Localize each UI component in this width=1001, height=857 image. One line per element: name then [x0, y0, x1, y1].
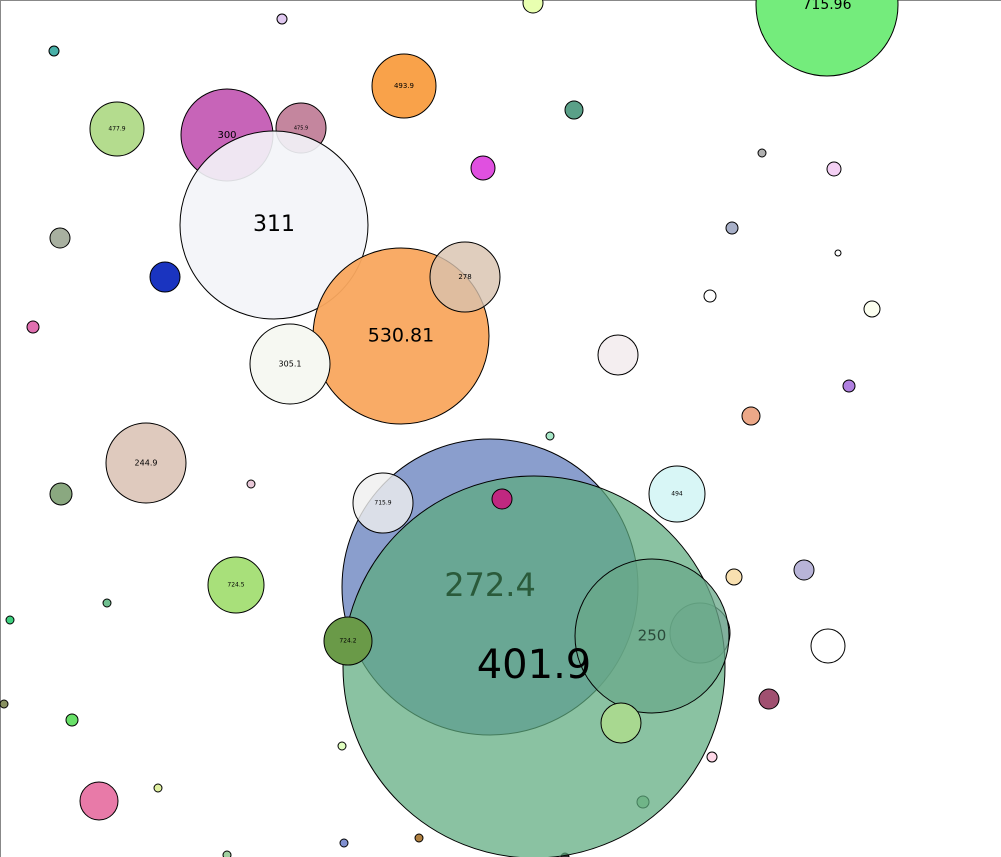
bubble[interactable] [470, 155, 496, 181]
bubble[interactable] [49, 482, 73, 506]
bubble[interactable] [105, 422, 187, 504]
bubble[interactable] [826, 161, 842, 177]
bubble[interactable] [810, 628, 846, 664]
bubble-label: 724.2 [339, 638, 356, 645]
bubble[interactable] [597, 334, 639, 376]
bubble[interactable] [648, 465, 706, 523]
bubble[interactable] [491, 488, 513, 510]
bubble-label: 715.96 [803, 0, 852, 13]
bubble[interactable] [703, 289, 717, 303]
bubble-label: 530.81 [368, 325, 434, 347]
bubble[interactable] [339, 838, 349, 848]
bubble[interactable] [574, 558, 730, 714]
bubble[interactable] [5, 615, 15, 625]
bubble[interactable] [429, 241, 501, 313]
bubble[interactable] [0, 699, 9, 709]
bubble[interactable] [65, 713, 79, 727]
bubble[interactable] [725, 568, 743, 586]
bubble[interactable] [755, 0, 899, 77]
bubble[interactable] [793, 559, 815, 581]
bubble[interactable] [758, 688, 780, 710]
bubble-label: 311 [253, 212, 295, 237]
bubble[interactable] [834, 249, 842, 257]
bubble[interactable] [323, 616, 373, 666]
bubble[interactable] [153, 783, 163, 793]
bubble-label: 477.9 [108, 126, 125, 133]
bubble[interactable] [600, 702, 642, 744]
bubble[interactable] [207, 556, 265, 614]
bubble[interactable] [179, 130, 369, 320]
bubble-label: 272.4 [444, 566, 536, 604]
bubble[interactable] [89, 101, 145, 157]
bubble[interactable] [371, 53, 437, 119]
bubble-label: 475.9 [294, 126, 308, 132]
bubble[interactable] [49, 227, 71, 249]
bubble[interactable] [522, 0, 544, 14]
bubble[interactable] [26, 320, 40, 334]
bubble[interactable] [863, 300, 881, 318]
bubble[interactable] [276, 13, 288, 25]
bubble-label: 494 [671, 491, 683, 498]
bubble[interactable] [414, 833, 424, 843]
bubble-label: 278 [458, 273, 471, 281]
bubble-label: 724.5 [227, 582, 244, 589]
bubble[interactable] [352, 472, 414, 534]
bubble-label: 244.9 [135, 459, 158, 468]
bubble-label: 300 [217, 130, 236, 141]
bubble[interactable] [757, 148, 767, 158]
bubble[interactable] [246, 479, 256, 489]
bubble[interactable] [337, 741, 347, 751]
bubble-label: 715.9 [374, 500, 391, 507]
bubble[interactable] [149, 261, 181, 293]
bubble-label: 493.9 [394, 82, 414, 90]
bubble[interactable] [79, 781, 119, 821]
bubble-label: 250 [638, 627, 667, 645]
bubble[interactable] [725, 221, 739, 235]
bubble[interactable] [545, 431, 555, 441]
bubble[interactable] [222, 850, 232, 857]
bubble[interactable] [48, 45, 60, 57]
bubble[interactable] [842, 379, 856, 393]
bubble[interactable] [564, 100, 584, 120]
bubble[interactable] [706, 751, 718, 763]
bubble-label: 401.9 [477, 642, 592, 688]
bubble-label: 305.1 [279, 360, 302, 369]
bubble[interactable] [741, 406, 761, 426]
bubble[interactable] [249, 323, 331, 405]
bubble[interactable] [102, 598, 112, 608]
